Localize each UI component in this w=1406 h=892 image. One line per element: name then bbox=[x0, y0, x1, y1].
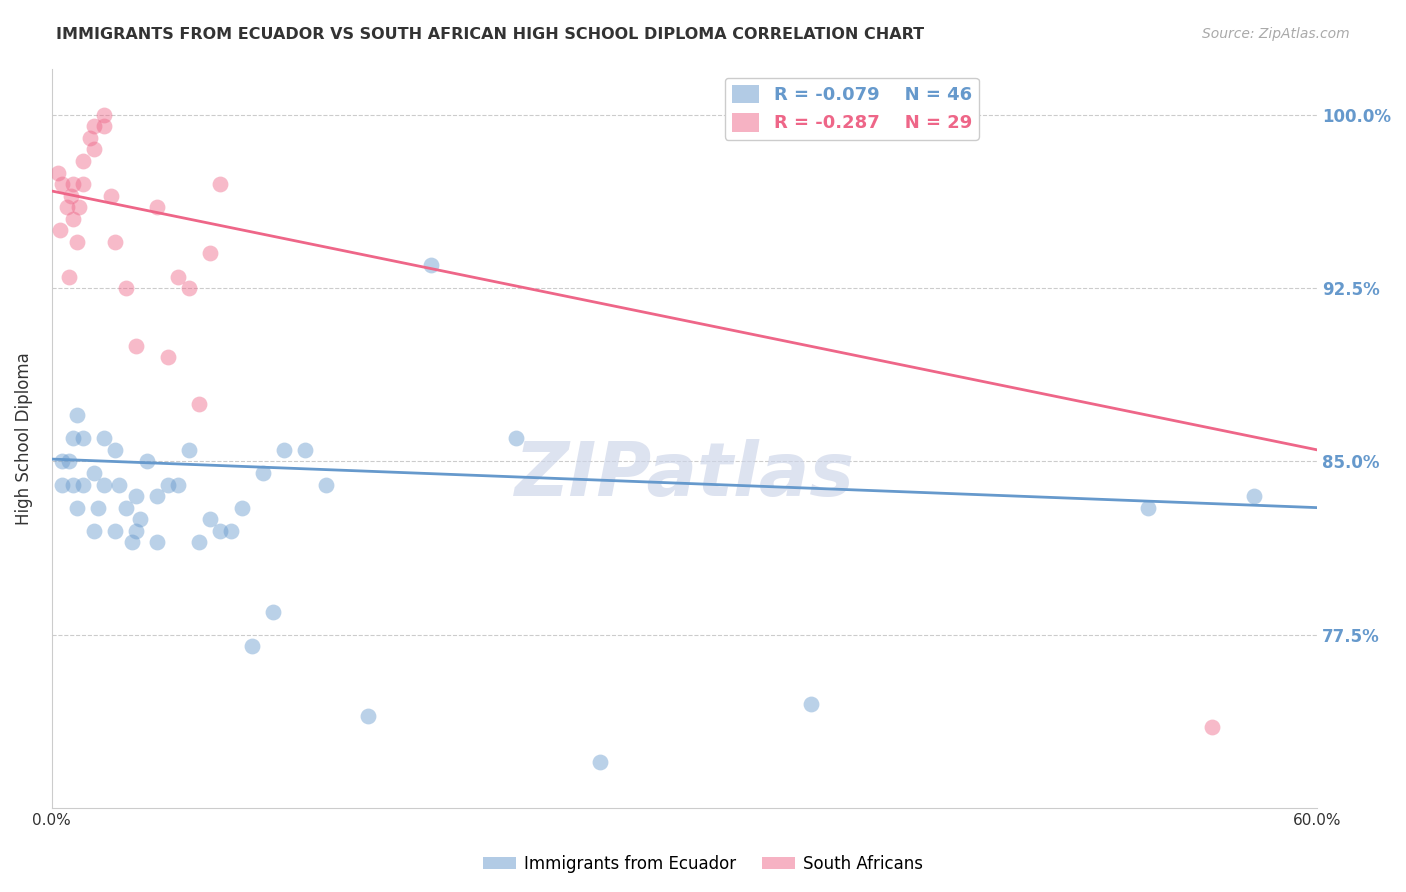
Point bbox=[273, 442, 295, 457]
Point bbox=[589, 755, 612, 769]
Point bbox=[62, 177, 84, 191]
Point bbox=[51, 454, 73, 468]
Point bbox=[72, 177, 94, 191]
Point bbox=[93, 431, 115, 445]
Point bbox=[104, 442, 127, 457]
Point bbox=[146, 200, 169, 214]
Point bbox=[72, 153, 94, 168]
Point bbox=[51, 477, 73, 491]
Point bbox=[83, 142, 105, 156]
Point bbox=[108, 477, 131, 491]
Point bbox=[262, 605, 284, 619]
Point bbox=[72, 431, 94, 445]
Point bbox=[505, 431, 527, 445]
Point bbox=[146, 535, 169, 549]
Point bbox=[125, 489, 148, 503]
Text: IMMIGRANTS FROM ECUADOR VS SOUTH AFRICAN HIGH SCHOOL DIPLOMA CORRELATION CHART: IMMIGRANTS FROM ECUADOR VS SOUTH AFRICAN… bbox=[56, 27, 924, 42]
Point bbox=[67, 200, 90, 214]
Text: ZIPatlas: ZIPatlas bbox=[515, 439, 855, 512]
Point bbox=[100, 188, 122, 202]
Point bbox=[58, 454, 80, 468]
Point bbox=[66, 408, 89, 422]
Point bbox=[62, 211, 84, 226]
Point bbox=[51, 177, 73, 191]
Point bbox=[1137, 500, 1160, 515]
Point bbox=[83, 466, 105, 480]
Point bbox=[58, 269, 80, 284]
Point bbox=[198, 246, 221, 260]
Point bbox=[55, 200, 77, 214]
Point bbox=[188, 397, 211, 411]
Point bbox=[420, 258, 443, 272]
Point bbox=[294, 442, 316, 457]
Point bbox=[93, 108, 115, 122]
Point bbox=[83, 524, 105, 538]
Y-axis label: High School Diploma: High School Diploma bbox=[15, 352, 32, 524]
Point bbox=[66, 500, 89, 515]
Point bbox=[114, 500, 136, 515]
Point bbox=[83, 120, 105, 134]
Point bbox=[146, 489, 169, 503]
Point bbox=[209, 524, 232, 538]
Point bbox=[1243, 489, 1265, 503]
Point bbox=[93, 477, 115, 491]
Point bbox=[135, 454, 157, 468]
Point bbox=[177, 281, 200, 295]
Point bbox=[1201, 720, 1223, 734]
Point bbox=[62, 431, 84, 445]
Point bbox=[72, 477, 94, 491]
Point bbox=[167, 477, 190, 491]
Legend: Immigrants from Ecuador, South Africans: Immigrants from Ecuador, South Africans bbox=[477, 848, 929, 880]
Point bbox=[800, 697, 823, 711]
Point bbox=[104, 524, 127, 538]
Point bbox=[93, 120, 115, 134]
Point bbox=[231, 500, 253, 515]
Point bbox=[167, 269, 190, 284]
Point bbox=[252, 466, 274, 480]
Point bbox=[156, 477, 179, 491]
Point bbox=[66, 235, 89, 249]
Point bbox=[177, 442, 200, 457]
Point bbox=[125, 524, 148, 538]
Point bbox=[156, 351, 179, 365]
Point bbox=[114, 281, 136, 295]
Point bbox=[209, 177, 232, 191]
Point bbox=[357, 708, 380, 723]
Point bbox=[46, 165, 69, 179]
Legend: R = -0.079    N = 46, R = -0.287    N = 29: R = -0.079 N = 46, R = -0.287 N = 29 bbox=[725, 78, 979, 140]
Point bbox=[219, 524, 242, 538]
Point bbox=[104, 235, 127, 249]
Text: Source: ZipAtlas.com: Source: ZipAtlas.com bbox=[1202, 27, 1350, 41]
Point bbox=[240, 640, 263, 654]
Point bbox=[125, 339, 148, 353]
Point bbox=[62, 477, 84, 491]
Point bbox=[129, 512, 152, 526]
Point bbox=[79, 131, 101, 145]
Point bbox=[87, 500, 110, 515]
Point bbox=[315, 477, 337, 491]
Point bbox=[121, 535, 143, 549]
Point bbox=[59, 188, 82, 202]
Point bbox=[49, 223, 72, 237]
Point bbox=[198, 512, 221, 526]
Point bbox=[188, 535, 211, 549]
